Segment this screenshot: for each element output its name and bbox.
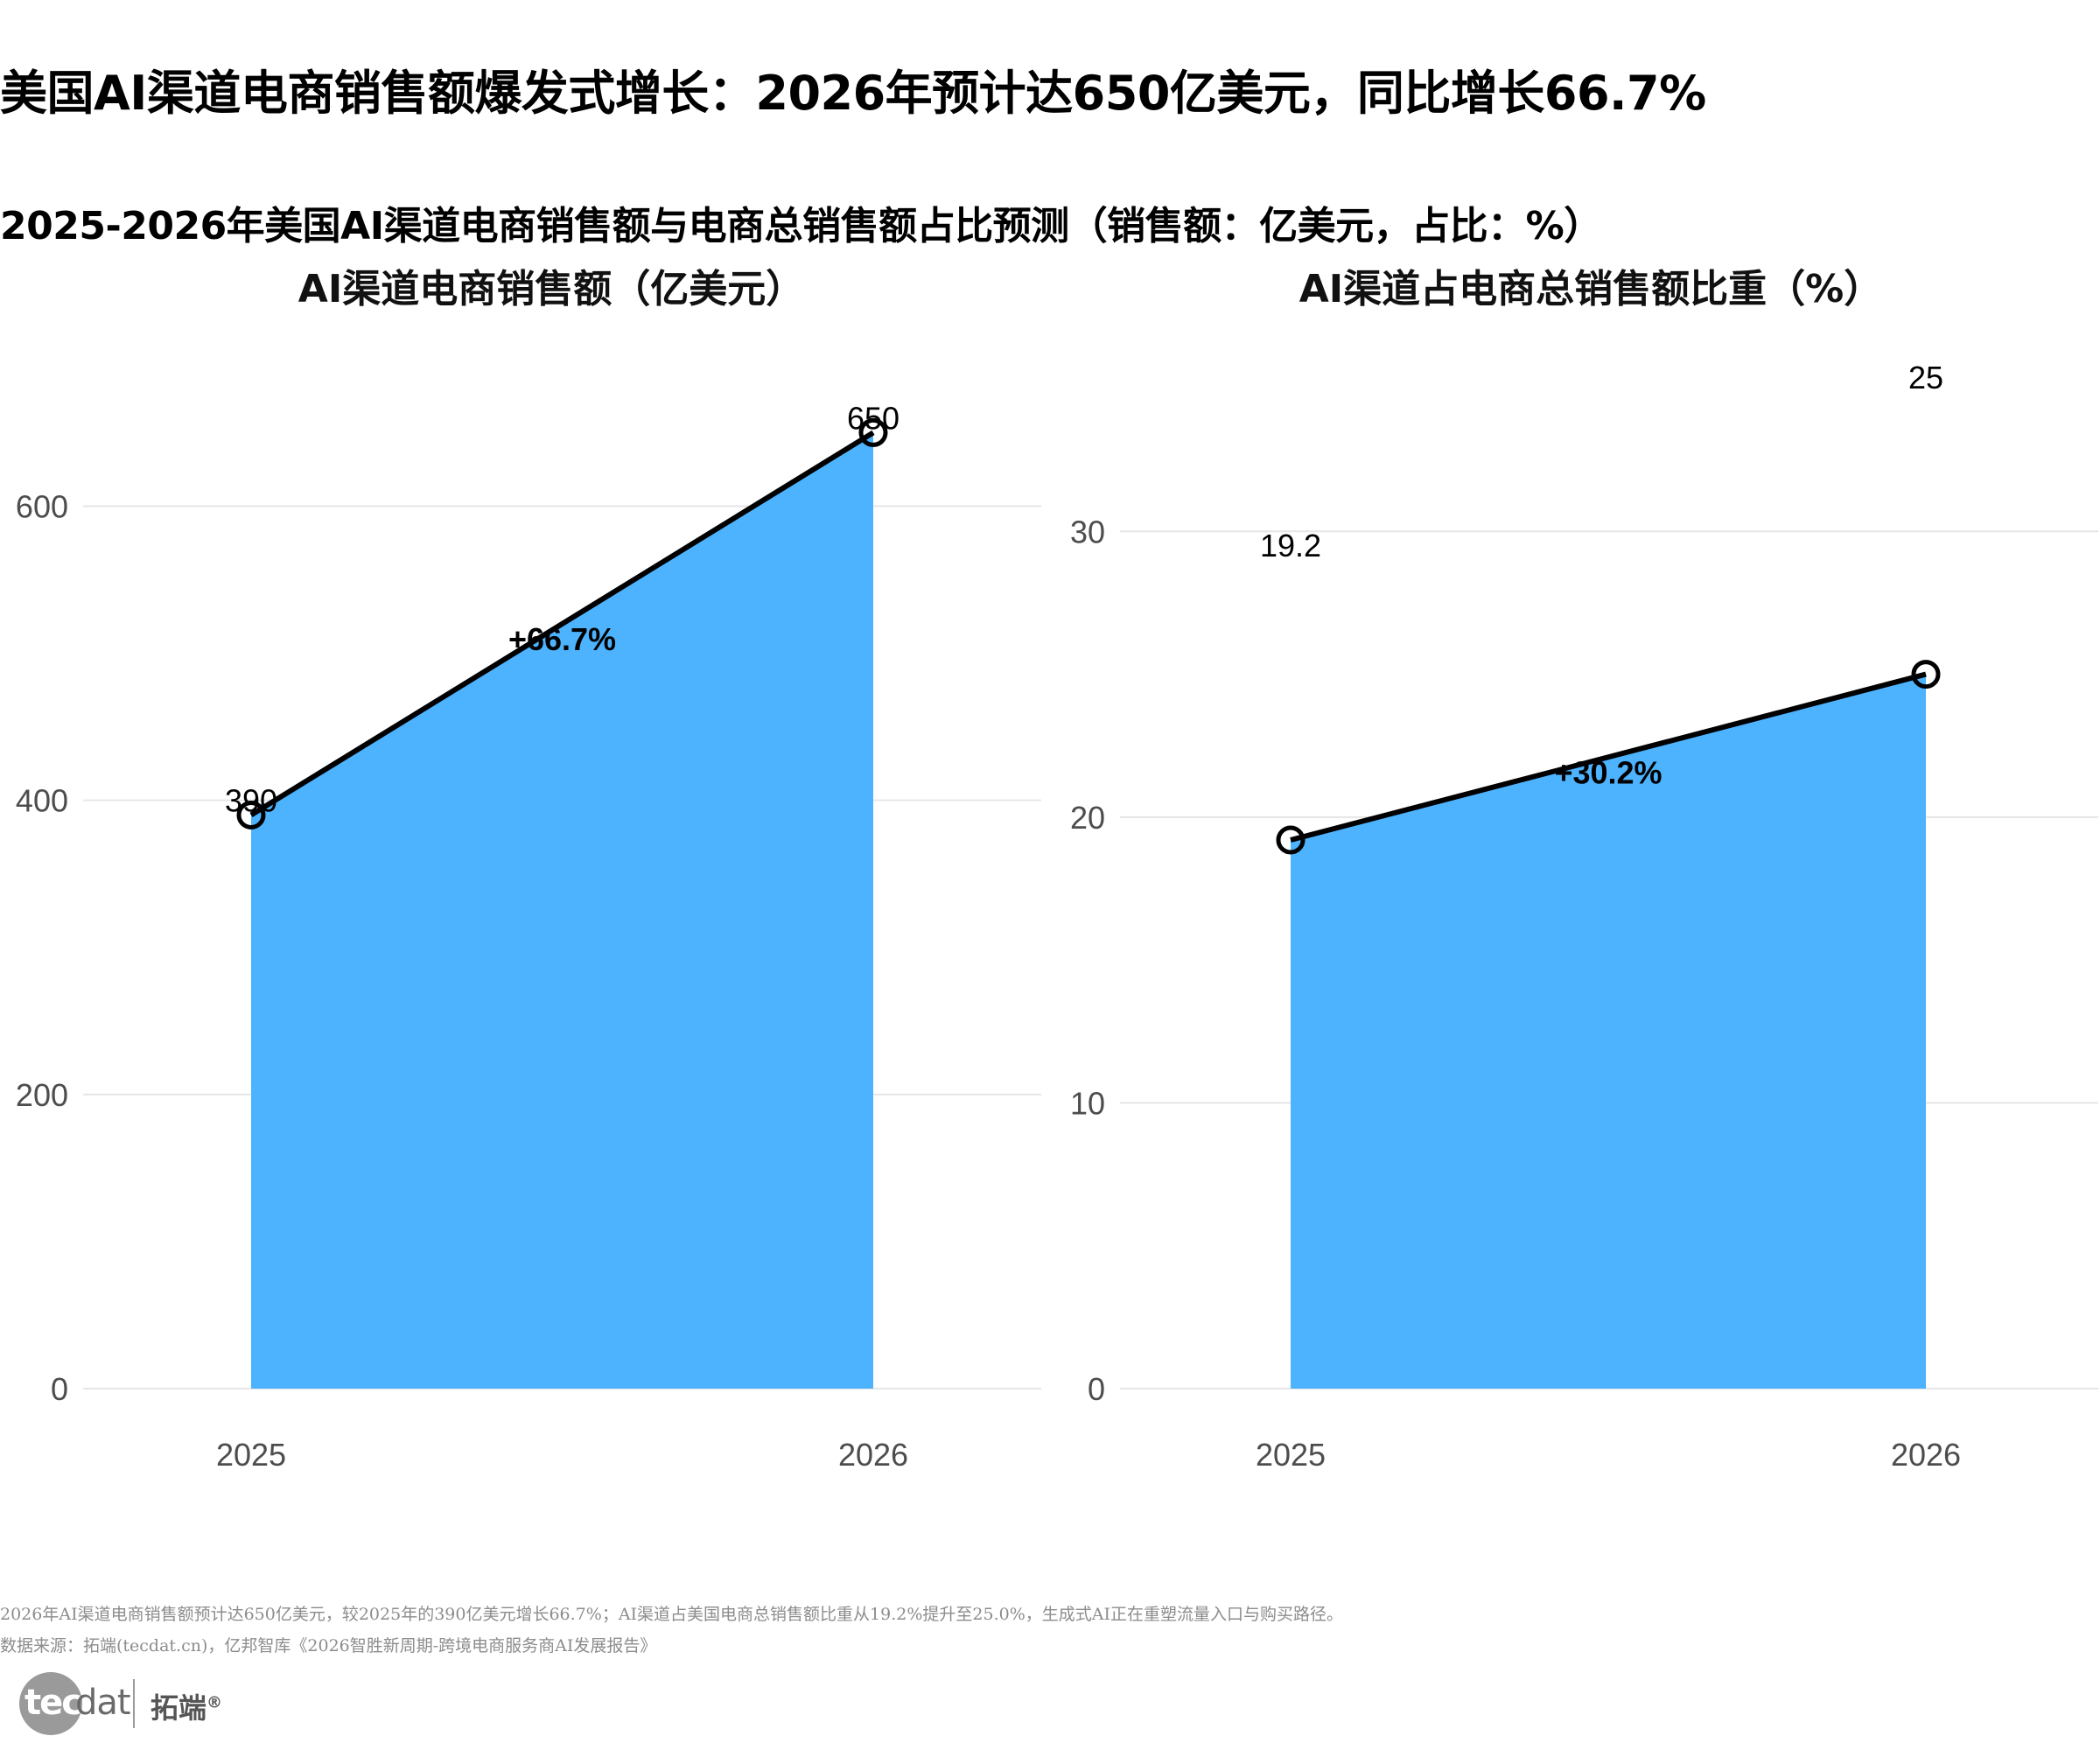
growth-annotation: +66.7% bbox=[508, 621, 616, 657]
data-label: 390 bbox=[225, 782, 277, 818]
footnote-source: 数据来源：拓端(tecdat.cn)，亿邦智库《2026智胜新周期-跨境电商服务… bbox=[0, 1636, 657, 1656]
y-tick-label: 0 bbox=[1088, 1371, 1105, 1407]
x-tick-label: 2026 bbox=[1891, 1437, 1961, 1473]
x-tick-label: 2025 bbox=[216, 1437, 286, 1473]
logo-cn-label: 拓端 bbox=[150, 1691, 207, 1725]
x-tick-label: 2026 bbox=[838, 1437, 908, 1473]
y-tick-label: 10 bbox=[1070, 1085, 1105, 1121]
chart-share: AI渠道占电商总销售额比重（%） 0 10 20 30 19.2 25 +30.2% 2025 2… bbox=[1070, 267, 2098, 1473]
footnote-summary: 2026年AI渠道电商销售额预计达650亿美元，较2025年的390亿美元增长6… bbox=[0, 1605, 1343, 1624]
logo-text-cn: 拓端® bbox=[150, 1686, 222, 1726]
data-point bbox=[1911, 660, 1941, 690]
y-tick-label: 400 bbox=[16, 783, 68, 819]
data-point bbox=[236, 800, 266, 830]
page-subtitle: 2025-2026年美国AI渠道电商销售额与电商总销售额占比预测（销售额：亿美元… bbox=[0, 204, 1602, 248]
x-tick-label: 2025 bbox=[1256, 1437, 1326, 1473]
data-point bbox=[858, 417, 888, 447]
y-tick-label: 600 bbox=[16, 488, 68, 524]
area-fill bbox=[1291, 674, 1926, 1389]
y-tick-label: 30 bbox=[1070, 514, 1105, 550]
series-line bbox=[1290, 671, 1927, 843]
y-tick-label: 0 bbox=[51, 1371, 68, 1407]
logo-text-dat: dat bbox=[75, 1683, 131, 1723]
data-label: 650 bbox=[847, 400, 900, 436]
chart-title: AI渠道占电商总销售额比重（%） bbox=[1299, 267, 1883, 312]
charts-area: AI渠道电商销售额（亿美元）0200400600390650+66.7%2025… bbox=[16, 267, 2098, 1473]
data-label: 19.2 bbox=[1260, 528, 1321, 564]
logo-separator bbox=[133, 1679, 135, 1728]
y-tick-label: 20 bbox=[1070, 800, 1105, 836]
data-label: 25 bbox=[1908, 360, 1943, 396]
area-fill bbox=[251, 432, 873, 1389]
tecdat-logo: tec dat 拓端® bbox=[19, 1667, 247, 1737]
logo-text-tec: tec bbox=[24, 1683, 82, 1723]
chart-sales: AI渠道电商销售额（亿美元） 0 200 400 600 390 650 +66.7% 2025… bbox=[16, 267, 1041, 1473]
series-line bbox=[249, 430, 875, 818]
growth-annotation: +30.2% bbox=[1554, 754, 1662, 790]
chart-title: AI渠道电商销售额（亿美元） bbox=[298, 267, 804, 312]
page-title: 美国AI渠道电商销售额爆发式增长：2026年预计达650亿美元，同比增长66.7… bbox=[0, 66, 1706, 121]
data-point bbox=[1276, 825, 1306, 855]
logo-reg-mark: ® bbox=[206, 1693, 223, 1712]
logo-circle-icon bbox=[19, 1672, 82, 1735]
y-tick-label: 200 bbox=[16, 1077, 68, 1113]
